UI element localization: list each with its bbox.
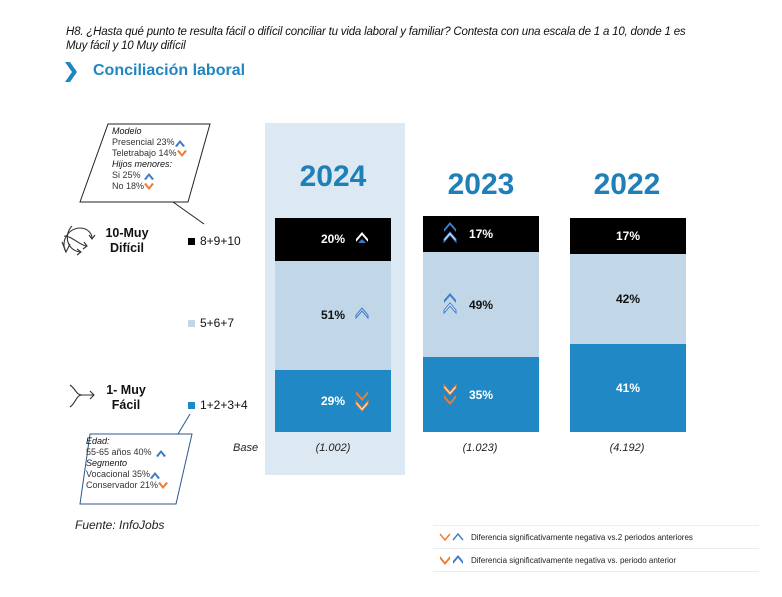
bar-segment-2022-1-2-3-4: 41% (570, 344, 686, 432)
bar-segment-2023-5-6-7: 49% (423, 252, 539, 358)
significance-down-icon (443, 383, 457, 407)
note-line: Conservador 21% (86, 480, 159, 490)
note-line: Vocacional 35% (86, 469, 151, 479)
legend-swatch (188, 319, 195, 327)
bar-segment-2024-5-6-7: 51% (275, 260, 391, 370)
bar-value-label: 17% (468, 227, 494, 242)
note-heading-segment: Segmento (86, 458, 128, 468)
legend-swatch (188, 237, 195, 245)
bar-segment-2022-8-9-10: 17% (570, 218, 686, 255)
note-callout-top: Modelo Presencial 23% Teletrabajo 14% Hi… (112, 126, 202, 192)
base-label: Base (233, 442, 259, 454)
scale-label-bottom: 1- Muy Fácil (106, 383, 146, 412)
scale-label-top: 10-Muy Difícil (105, 226, 149, 255)
bar-segment-2023-1-2-3-4: 35% (423, 357, 539, 432)
significance-legend-label: Diferencia significativamente negativa v… (471, 555, 676, 565)
significance-up-icon (443, 292, 457, 317)
year-label-2024: 2024 (299, 160, 367, 193)
up-arrow-icon (150, 471, 161, 479)
bar-value-label: 49% (468, 297, 494, 312)
bar-value-label: 51% (320, 308, 346, 323)
legend-label: 8+9+10 (200, 234, 241, 248)
significance-legend-row: Diferencia significativamente negativa v… (433, 525, 759, 549)
bar-value-label: 29% (320, 393, 346, 408)
legend-label: 5+6+7 (200, 316, 235, 330)
note-line: No 18% (112, 181, 145, 191)
up-arrow-icon (155, 449, 166, 457)
significance-legend-label: Diferencia significativamente negativa v… (471, 532, 693, 542)
down-arrow-icon (144, 182, 155, 190)
year-label-2023: 2023 (447, 168, 515, 201)
note-line: Presencial 23% (112, 137, 175, 147)
source-note: Fuente: InfoJobs (75, 518, 165, 532)
bar-value-label: 35% (468, 387, 494, 402)
year-label-2022: 2022 (593, 168, 661, 201)
bar-value-label: 42% (615, 292, 641, 307)
bar-value-label: 20% (320, 232, 346, 247)
note-heading-model: Modelo (112, 126, 142, 136)
solid-chevrons-icon (440, 555, 463, 565)
tangled-arrows-icon (61, 225, 96, 256)
legend-item-8-9-10: 8+9+10 (188, 234, 241, 248)
bar-segment-2024-8-9-10: 20% (275, 218, 391, 261)
bar-value-label: 17% (615, 229, 641, 244)
significance-up-icon (355, 303, 369, 327)
significance-down-icon (355, 389, 369, 413)
legend-label: 1+2+3+4 (200, 398, 248, 412)
down-arrow-icon (176, 149, 187, 157)
easy-path-arrow-icon (69, 384, 95, 408)
legend-item-1-2-3-4: 1+2+3+4 (188, 398, 248, 412)
section-chevron-icon (65, 62, 77, 82)
base-value-2022: (4.192) (609, 442, 645, 454)
note-line: 55-65 años 40% (86, 447, 152, 457)
note-callout-bottom: Edad: 55-65 años 40% Segmento Vocacional… (86, 436, 191, 491)
note-heading-age: Edad: (86, 436, 110, 446)
bar-value-label: 41% (615, 381, 641, 396)
significance-up-icon (355, 227, 369, 251)
question-text: H8. ¿Hasta qué punto te resulta fácil o … (66, 26, 686, 52)
base-value-2023: (1.023) (462, 442, 498, 454)
note-line: Teletrabajo 14% (112, 148, 177, 158)
bar-segment-2023-8-9-10: 17% (423, 215, 539, 253)
up-arrow-icon (174, 139, 185, 147)
down-arrow-icon (158, 481, 169, 489)
legend-swatch (188, 401, 195, 409)
base-value-2024: (1.002) (315, 442, 351, 454)
significance-up-icon (443, 222, 457, 246)
significance-legend: Diferencia significativamente negativa v… (433, 525, 759, 572)
note-heading-children: Hijos menores: (112, 159, 173, 169)
legend-item-5-6-7: 5+6+7 (188, 316, 234, 330)
up-arrow-icon (143, 172, 154, 180)
bar-segment-2024-1-2-3-4: 29% (275, 369, 391, 432)
outline-chevrons-icon (439, 532, 464, 542)
significance-legend-row: Diferencia significativamente negativa v… (433, 549, 759, 572)
note-line: Si 25% (112, 170, 141, 180)
bar-segment-2022-5-6-7: 42% (570, 254, 686, 345)
section-title: Conciliación laboral (93, 62, 246, 79)
